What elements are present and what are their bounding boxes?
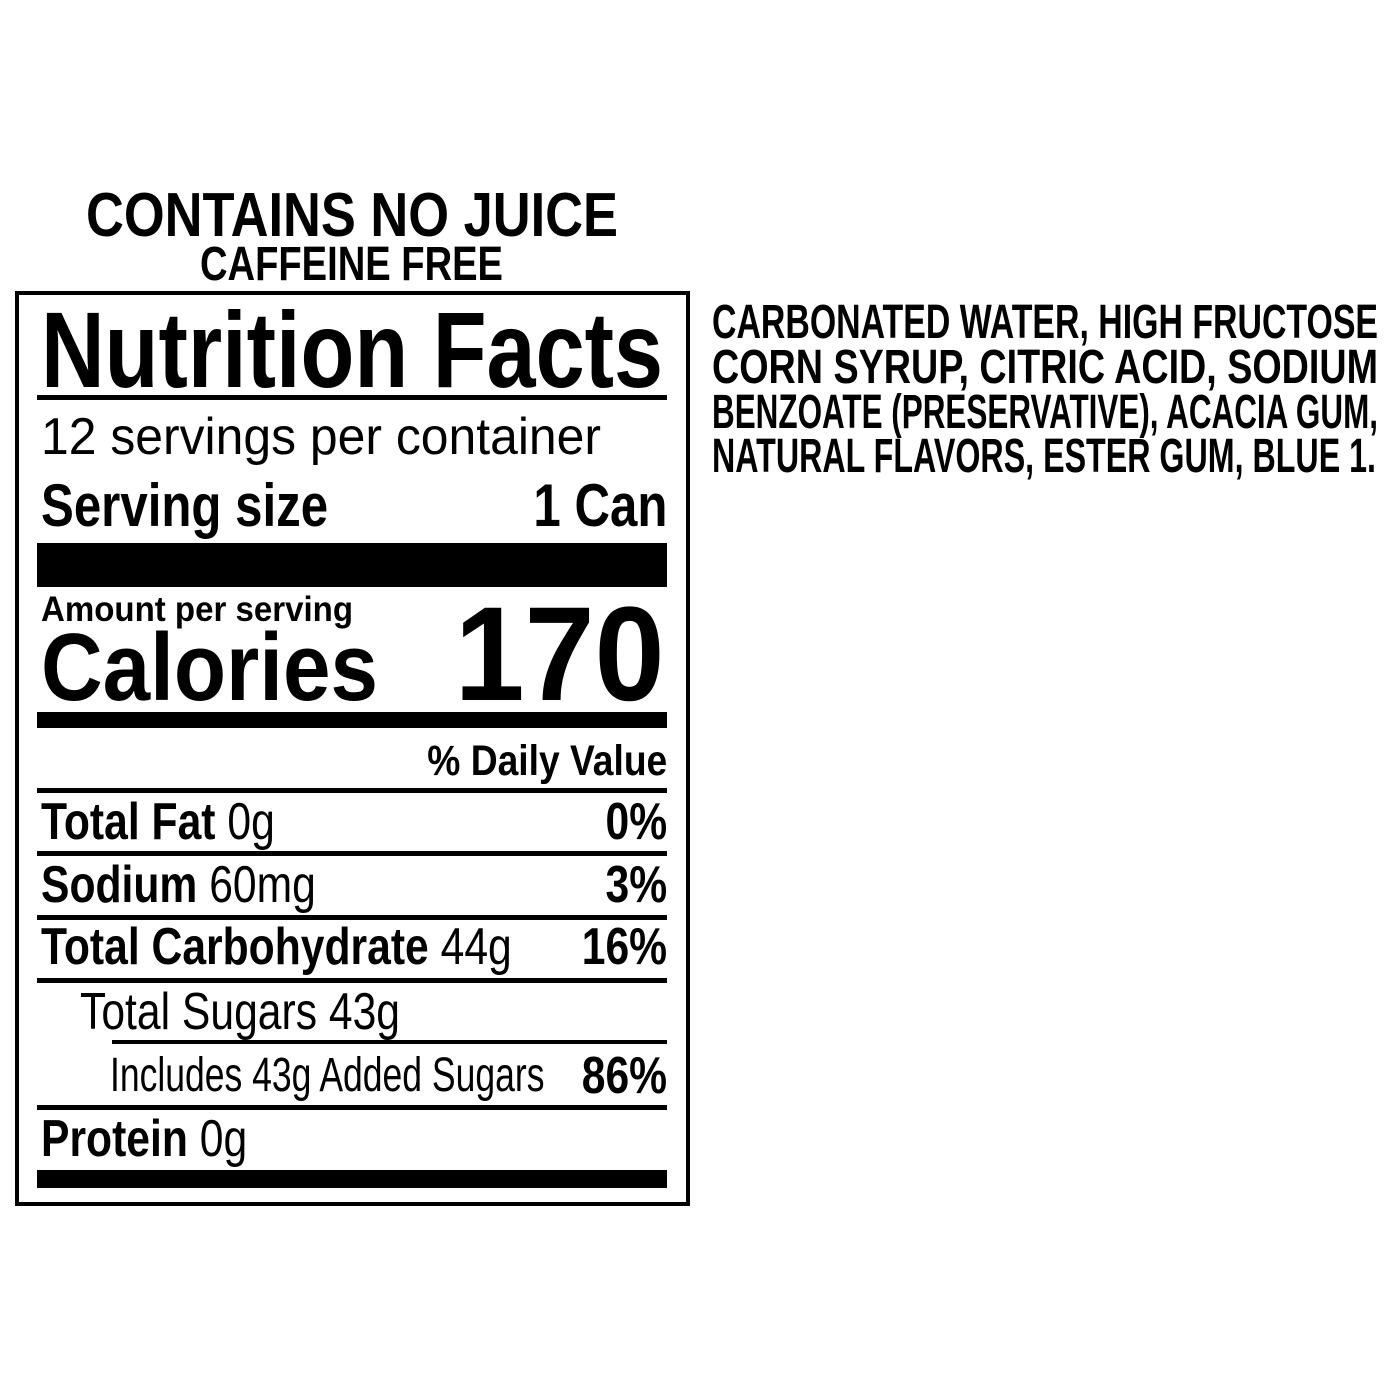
nutrient-label: Total Fat 0g <box>41 796 275 848</box>
serving-size-value: 1 Can <box>533 472 667 539</box>
nutrient-dv: 3% <box>605 856 667 914</box>
nutrition-facts-title: Nutrition Facts <box>41 289 663 410</box>
nutrient-name: Total Sugars 43g <box>80 983 401 1041</box>
nutrient-row-total-carbohydrate: Total Carbohydrate 44g 16% <box>41 921 667 981</box>
nutrient-amount: 60mg <box>209 856 316 914</box>
nutrient-name: Sodium <box>41 856 198 914</box>
nutrient-name: Protein <box>41 1110 188 1168</box>
thick-divider <box>37 543 667 587</box>
bottom-thick-divider <box>37 1170 667 1188</box>
caffeine-free: CAFFEINE FREE <box>200 238 503 291</box>
nutrient-name: Total Carbohydrate <box>41 918 429 976</box>
divider <box>37 395 667 400</box>
nutrient-amount: 0g <box>227 793 275 851</box>
nutrient-amount: 0g <box>199 1110 248 1168</box>
amount-per-serving: Amount per serving <box>41 590 353 629</box>
nutrient-dv: 86% <box>581 1047 667 1105</box>
nutrient-row-total-fat: Total Fat 0g 0% <box>41 796 667 856</box>
medium-divider <box>37 712 667 728</box>
divider <box>37 851 667 856</box>
nutrient-dv: 16% <box>581 918 667 976</box>
nutrition-facts-panel <box>15 291 690 1206</box>
nutrient-name: Includes 43g Added Sugars <box>110 1049 545 1102</box>
divider <box>37 788 667 793</box>
nutrient-amount: 44g <box>440 918 512 976</box>
serving-size-label: Serving size <box>41 472 329 539</box>
servings-per-container: 12 servings per container <box>41 408 601 466</box>
nutrient-label: Protein 0g <box>41 1113 247 1165</box>
nutrient-label: Sodium 60mg <box>41 859 316 911</box>
ingredients-line: BENZOATE (PRESERVATIVE), ACACIA GUM, <box>712 386 1378 439</box>
nutrient-dv: 0% <box>605 793 667 851</box>
divider <box>37 1105 667 1110</box>
ingredients-line: CORN SYRUP, CITRIC ACID, SODIUM <box>712 341 1378 394</box>
calories-value: 170 <box>455 580 665 729</box>
nutrient-row-total-sugars: Total Sugars 43g <box>80 986 667 1046</box>
nutrient-row-sodium: Sodium 60mg 3% <box>41 859 667 919</box>
ingredients-line: CARBONATED WATER, HIGH FRUCTOSE <box>712 296 1378 349</box>
nutrient-label: Total Carbohydrate 44g <box>41 921 512 973</box>
divider <box>37 915 667 920</box>
contains-no-juice: CONTAINS NO JUICE <box>86 181 618 250</box>
nutrient-row-protein: Protein 0g <box>41 1113 667 1173</box>
nutrient-name: Total Fat <box>41 793 216 851</box>
serving-size-row: Serving size 1 Can <box>41 476 667 536</box>
nutrient-row-added-sugars: Includes 43g Added Sugars 86% <box>110 1047 667 1112</box>
ingredients-line: NATURAL FLAVORS, ESTER GUM, BLUE 1. <box>712 430 1376 483</box>
daily-value-header: % Daily Value <box>427 737 667 785</box>
calories-label: Calories <box>41 614 378 721</box>
divider <box>112 1040 667 1044</box>
divider <box>37 978 667 983</box>
